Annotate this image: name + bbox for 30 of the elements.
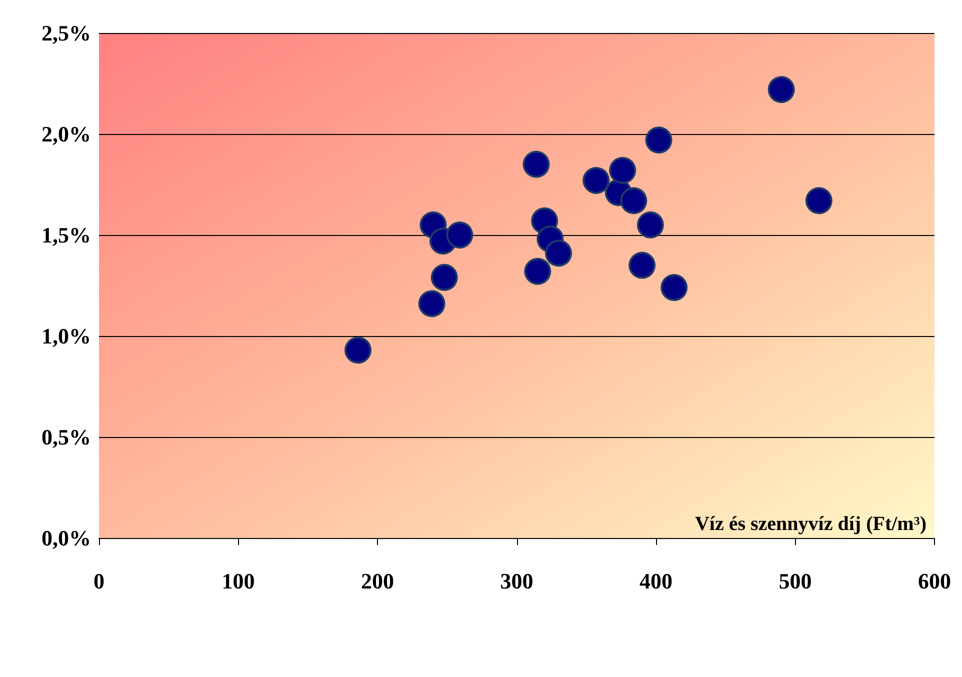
point: [768, 76, 795, 104]
y-tick-label: 1,0%: [42, 324, 91, 348]
x-tick-label: 600: [918, 568, 951, 594]
x-tick-label: 400: [640, 568, 672, 594]
x-tick-label: 0: [94, 568, 104, 594]
point: [805, 187, 832, 214]
point: [620, 187, 648, 214]
x-axis-title: Víz és szennyvíz díj (Ft/m³): [694, 513, 926, 535]
point: [628, 252, 656, 279]
x-tick-label: 200: [361, 568, 394, 594]
point: [582, 166, 610, 194]
point: [524, 258, 552, 285]
point: [609, 156, 636, 184]
x-tick-label: 100: [222, 568, 255, 594]
point: [645, 126, 672, 154]
y-tick-label: 1,5%: [42, 222, 91, 248]
y-tick-label: 0,5%: [42, 424, 91, 450]
y-tick-label: 2,0%: [42, 122, 91, 146]
y-tick-label: 0,0%: [42, 526, 91, 550]
point: [418, 290, 446, 318]
point: [344, 336, 372, 364]
point: [545, 240, 572, 267]
point: [636, 211, 664, 238]
point: [430, 264, 458, 291]
point: [660, 274, 688, 302]
x-tick-label: 500: [778, 568, 812, 594]
point: [446, 222, 474, 248]
x-tick-label: 300: [500, 568, 534, 594]
y-tick-label: 2,5%: [42, 20, 91, 46]
point: [522, 150, 550, 178]
